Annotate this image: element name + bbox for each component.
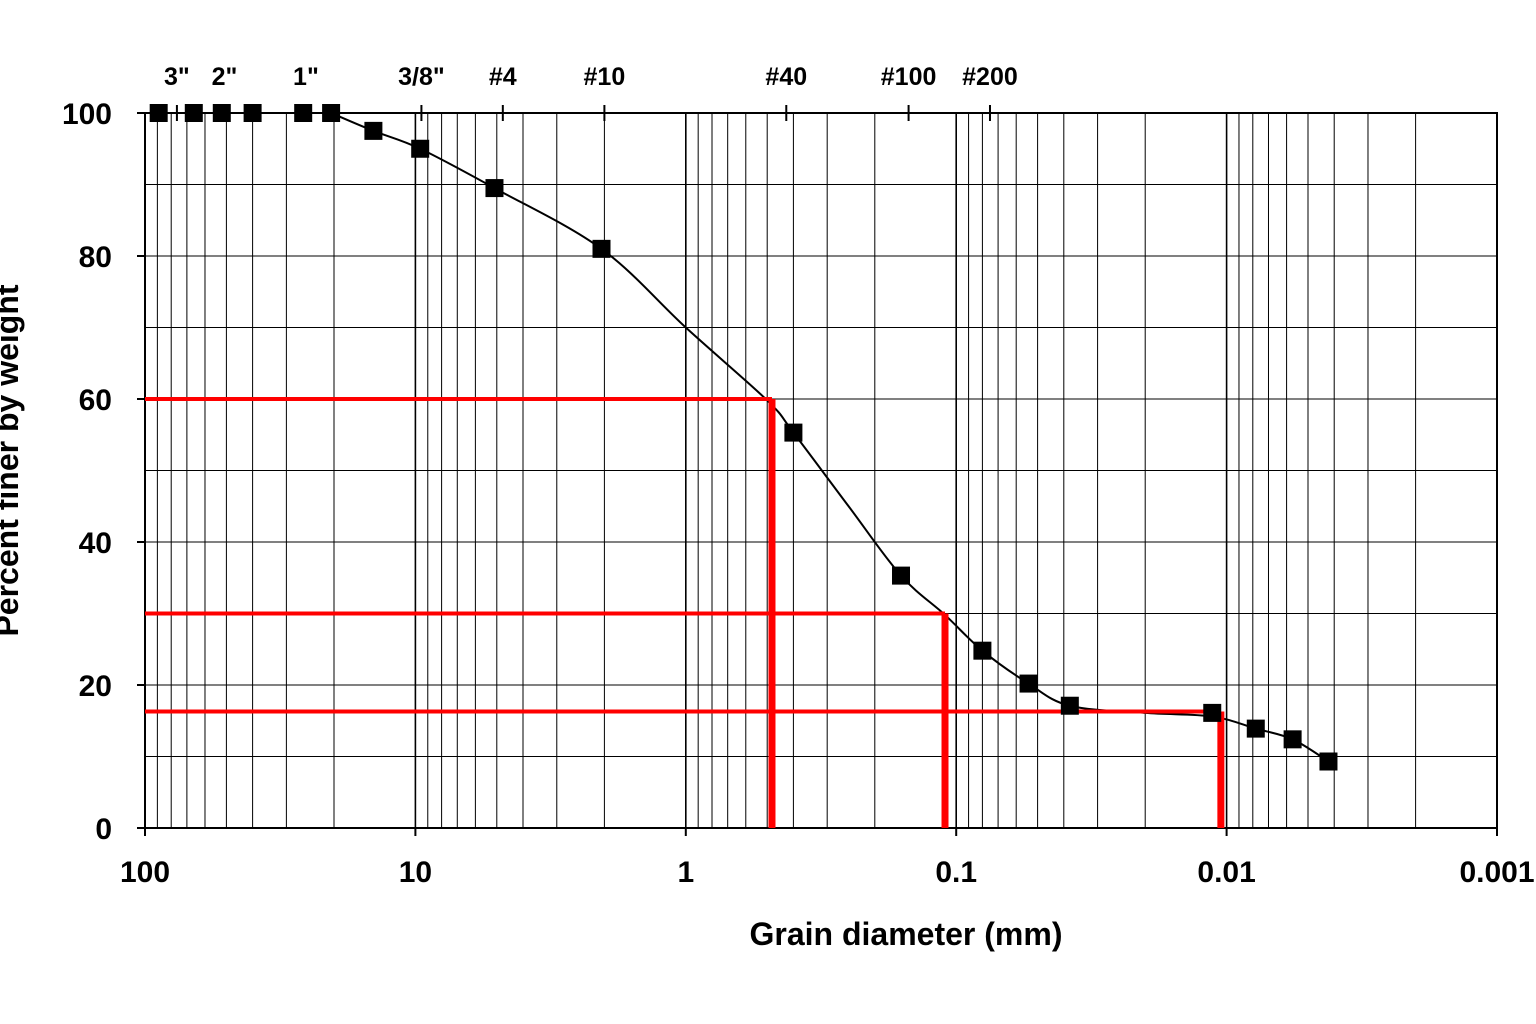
y-axis-title: Percent finer by weight: [0, 284, 25, 636]
data-point-marker: [294, 104, 313, 122]
x-tick-label: 1: [677, 856, 694, 889]
data-point-marker: [1060, 696, 1079, 715]
sieve-label: #4: [489, 63, 517, 91]
sieve-label: 1": [293, 63, 319, 91]
data-point-marker: [1203, 703, 1222, 722]
sieve-label: #200: [962, 63, 1018, 91]
reference-lines: [145, 397, 1225, 828]
y-axis-ticks: 0 20 40 60 80 100: [62, 98, 145, 846]
sieve-size-axis: 3" 2" 1" 3/8" #4 #10 #40 #100 #200: [164, 63, 1018, 121]
sieve-label: 3": [164, 63, 190, 91]
data-point-marker: [322, 104, 341, 122]
sieve-label: #100: [881, 63, 937, 91]
x-axis-ticks: 100 10 1 0.1 0.01 0.001: [120, 828, 1535, 889]
data-point-marker: [1019, 674, 1038, 693]
gradation-curve: [330, 112, 1329, 763]
y-tick-label: 60: [79, 384, 112, 417]
x-tick-label: 0.1: [935, 856, 977, 889]
plot-frame: [144, 112, 1498, 829]
data-point-marker: [364, 121, 383, 140]
x-axis-title: Grain diameter (mm): [750, 916, 1063, 952]
y-tick-label: 40: [79, 527, 112, 560]
data-point-marker: [892, 566, 911, 585]
data-point-marker: [149, 104, 168, 122]
sieve-label: #40: [765, 63, 807, 91]
x-tick-label: 100: [120, 856, 170, 889]
data-point-marker: [485, 179, 504, 198]
data-point-marker: [592, 239, 611, 258]
data-points: [149, 104, 1338, 771]
sieve-label: #10: [584, 63, 626, 91]
data-point-marker: [1283, 730, 1302, 749]
data-point-marker: [973, 641, 992, 660]
data-point-marker: [1319, 752, 1338, 771]
x-tick-label: 10: [399, 856, 432, 889]
x-tick-label: 0.001: [1459, 856, 1534, 889]
y-tick-label: 20: [79, 670, 112, 703]
data-point-marker: [184, 104, 203, 122]
sieve-label: 3/8": [398, 63, 445, 91]
y-tick-label: 0: [95, 813, 112, 846]
sieve-label: 2": [212, 63, 238, 91]
data-point-marker: [243, 104, 262, 122]
data-point-marker: [411, 139, 430, 158]
data-point-marker: [212, 104, 231, 122]
y-tick-label: 100: [62, 98, 112, 131]
x-tick-label: 0.01: [1197, 856, 1255, 889]
data-point-marker: [784, 423, 803, 442]
data-point-marker: [1246, 719, 1265, 738]
y-tick-label: 80: [79, 241, 112, 274]
